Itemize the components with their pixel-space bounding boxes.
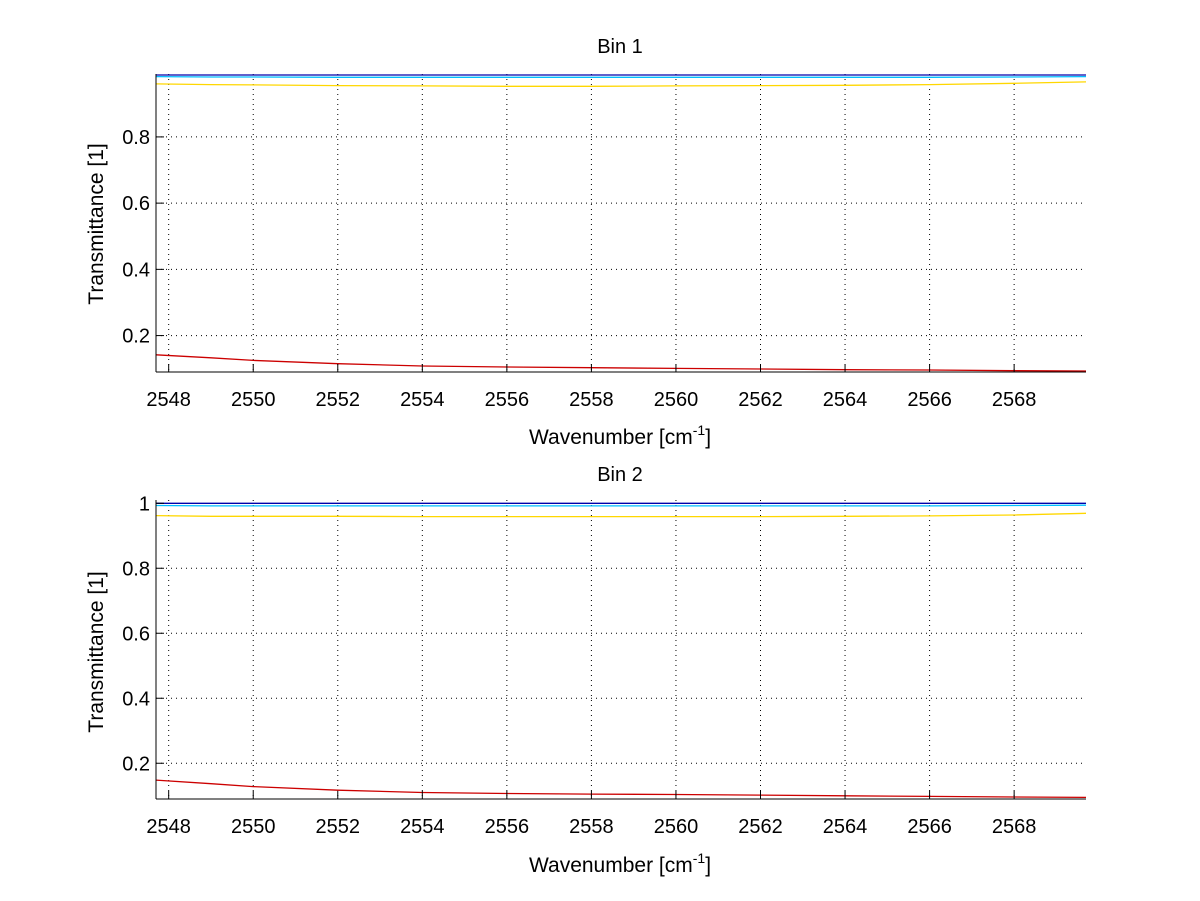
x-tick-label: 2552: [316, 816, 361, 838]
series-line-3: [155, 81, 1087, 87]
x-tick-label: 2560: [654, 389, 699, 411]
x-axis-label-bracket: ]: [705, 426, 711, 449]
series-line-3: [155, 512, 1087, 518]
x-tick-label: 2568: [992, 389, 1037, 411]
x-tick-label: 2556: [485, 389, 530, 411]
x-tick-label: 2554: [400, 389, 445, 411]
x-tick-label: 2548: [146, 389, 191, 411]
subplot-bin-2: Bin 2 Wavenumber [cm-1] Transmittance [1…: [85, 464, 1087, 877]
x-tick-label: 2566: [907, 816, 952, 838]
x-tick-label: 2560: [654, 816, 699, 838]
series-line-2: [155, 504, 1087, 507]
plot-area: [156, 500, 1086, 799]
x-tick-label: 2568: [992, 816, 1037, 838]
x-tick-label: 2562: [738, 816, 783, 838]
y-tick-label: 0.6: [122, 623, 150, 645]
x-tick-label: 2550: [231, 816, 276, 838]
y-tick-label: 0.2: [122, 753, 150, 775]
x-axis-label: Wavenumber [cm-1]: [529, 850, 711, 877]
x-tick-label: 2564: [823, 816, 868, 838]
x-axis-label-superscript: -1: [693, 850, 706, 866]
x-tick-label: 2556: [485, 816, 530, 838]
x-tick-label: 2554: [400, 816, 445, 838]
x-axis-label-text: Wavenumber [cm: [529, 426, 693, 449]
subplot-bin-1: Bin 1 Wavenumber [cm-1] Transmittance [1…: [85, 36, 1087, 449]
y-tick-label: 0.4: [122, 688, 150, 710]
y-tick-label: 0.8: [122, 127, 150, 149]
x-tick-label: 2562: [738, 389, 783, 411]
x-axis-label-bracket: ]: [705, 854, 711, 877]
x-tick-label: 2558: [569, 816, 614, 838]
x-axis-label: Wavenumber [cm-1]: [529, 422, 711, 449]
chart-title: Bin 2: [597, 464, 643, 486]
chart-title: Bin 1: [597, 36, 643, 58]
plot-area: [156, 74, 1086, 372]
x-axis-label-superscript: -1: [693, 422, 706, 438]
x-tick-label: 2558: [569, 389, 614, 411]
series-line-2: [155, 75, 1087, 78]
x-tick-label: 2552: [316, 389, 361, 411]
y-axis-label: Transmittance [1]: [85, 143, 108, 304]
y-axis-label: Transmittance [1]: [85, 571, 108, 732]
y-tick-label: 0.6: [122, 193, 150, 215]
x-tick-label: 2566: [907, 389, 952, 411]
x-tick-label: 2548: [146, 816, 191, 838]
y-tick-label: 0.4: [122, 259, 150, 281]
x-tick-label: 2550: [231, 389, 276, 411]
y-tick-label: 1: [139, 493, 150, 515]
y-tick-label: 0.8: [122, 558, 150, 580]
x-axis-label-text: Wavenumber [cm: [529, 854, 693, 877]
y-tick-label: 0.2: [122, 326, 150, 348]
x-tick-label: 2564: [823, 389, 868, 411]
